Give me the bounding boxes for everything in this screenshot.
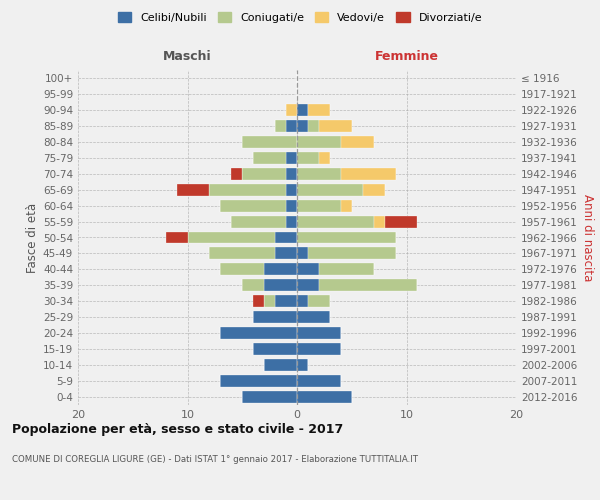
Bar — [341, 200, 352, 211]
Bar — [297, 200, 341, 211]
Bar — [297, 343, 341, 355]
Bar — [319, 152, 330, 164]
Bar — [264, 264, 297, 276]
Bar — [308, 104, 330, 116]
Bar — [297, 152, 319, 164]
Bar — [187, 232, 275, 243]
Bar — [286, 168, 297, 179]
Bar — [253, 152, 286, 164]
Bar — [286, 184, 297, 196]
Bar — [319, 280, 418, 291]
Bar — [297, 184, 363, 196]
Bar — [297, 264, 319, 276]
Legend: Celibi/Nubili, Coniugati/e, Vedovi/e, Divorziati/e: Celibi/Nubili, Coniugati/e, Vedovi/e, Di… — [113, 8, 487, 28]
Text: Maschi: Maschi — [163, 50, 212, 64]
Bar — [253, 312, 297, 323]
Bar — [297, 391, 352, 403]
Bar — [176, 184, 209, 196]
Bar — [232, 216, 286, 228]
Text: Femmine: Femmine — [374, 50, 439, 64]
Y-axis label: Fasce di età: Fasce di età — [26, 202, 39, 272]
Bar — [242, 168, 286, 179]
Bar — [286, 104, 297, 116]
Bar — [363, 184, 385, 196]
Bar — [297, 375, 341, 387]
Bar — [319, 264, 374, 276]
Bar — [319, 120, 352, 132]
Bar — [209, 184, 286, 196]
Bar — [264, 359, 297, 371]
Bar — [220, 327, 297, 339]
Bar — [374, 216, 385, 228]
Y-axis label: Anni di nascita: Anni di nascita — [581, 194, 594, 281]
Bar — [286, 216, 297, 228]
Bar — [385, 216, 418, 228]
Bar — [275, 296, 297, 308]
Bar — [341, 168, 395, 179]
Bar — [242, 391, 297, 403]
Bar — [242, 280, 264, 291]
Bar — [220, 375, 297, 387]
Bar — [297, 216, 374, 228]
Bar — [297, 232, 395, 243]
Bar — [166, 232, 188, 243]
Bar — [297, 136, 341, 148]
Bar — [297, 280, 319, 291]
Bar — [275, 232, 297, 243]
Bar — [232, 168, 242, 179]
Bar — [308, 120, 319, 132]
Bar — [297, 104, 308, 116]
Bar — [264, 296, 275, 308]
Bar — [297, 359, 308, 371]
Bar — [286, 200, 297, 211]
Bar — [341, 136, 374, 148]
Bar — [308, 248, 395, 260]
Bar — [308, 296, 330, 308]
Bar — [275, 248, 297, 260]
Bar — [242, 136, 297, 148]
Text: COMUNE DI COREGLIA LIGURE (GE) - Dati ISTAT 1° gennaio 2017 - Elaborazione TUTTI: COMUNE DI COREGLIA LIGURE (GE) - Dati IS… — [12, 455, 418, 464]
Bar — [275, 120, 286, 132]
Bar — [297, 120, 308, 132]
Bar — [253, 343, 297, 355]
Bar — [220, 264, 264, 276]
Bar — [220, 200, 286, 211]
Bar — [297, 168, 341, 179]
Bar — [253, 296, 264, 308]
Bar — [286, 152, 297, 164]
Bar — [297, 296, 308, 308]
Bar — [209, 248, 275, 260]
Text: Popolazione per età, sesso e stato civile - 2017: Popolazione per età, sesso e stato civil… — [12, 422, 343, 436]
Bar — [297, 327, 341, 339]
Bar — [286, 120, 297, 132]
Bar — [297, 312, 330, 323]
Bar — [264, 280, 297, 291]
Bar — [297, 248, 308, 260]
